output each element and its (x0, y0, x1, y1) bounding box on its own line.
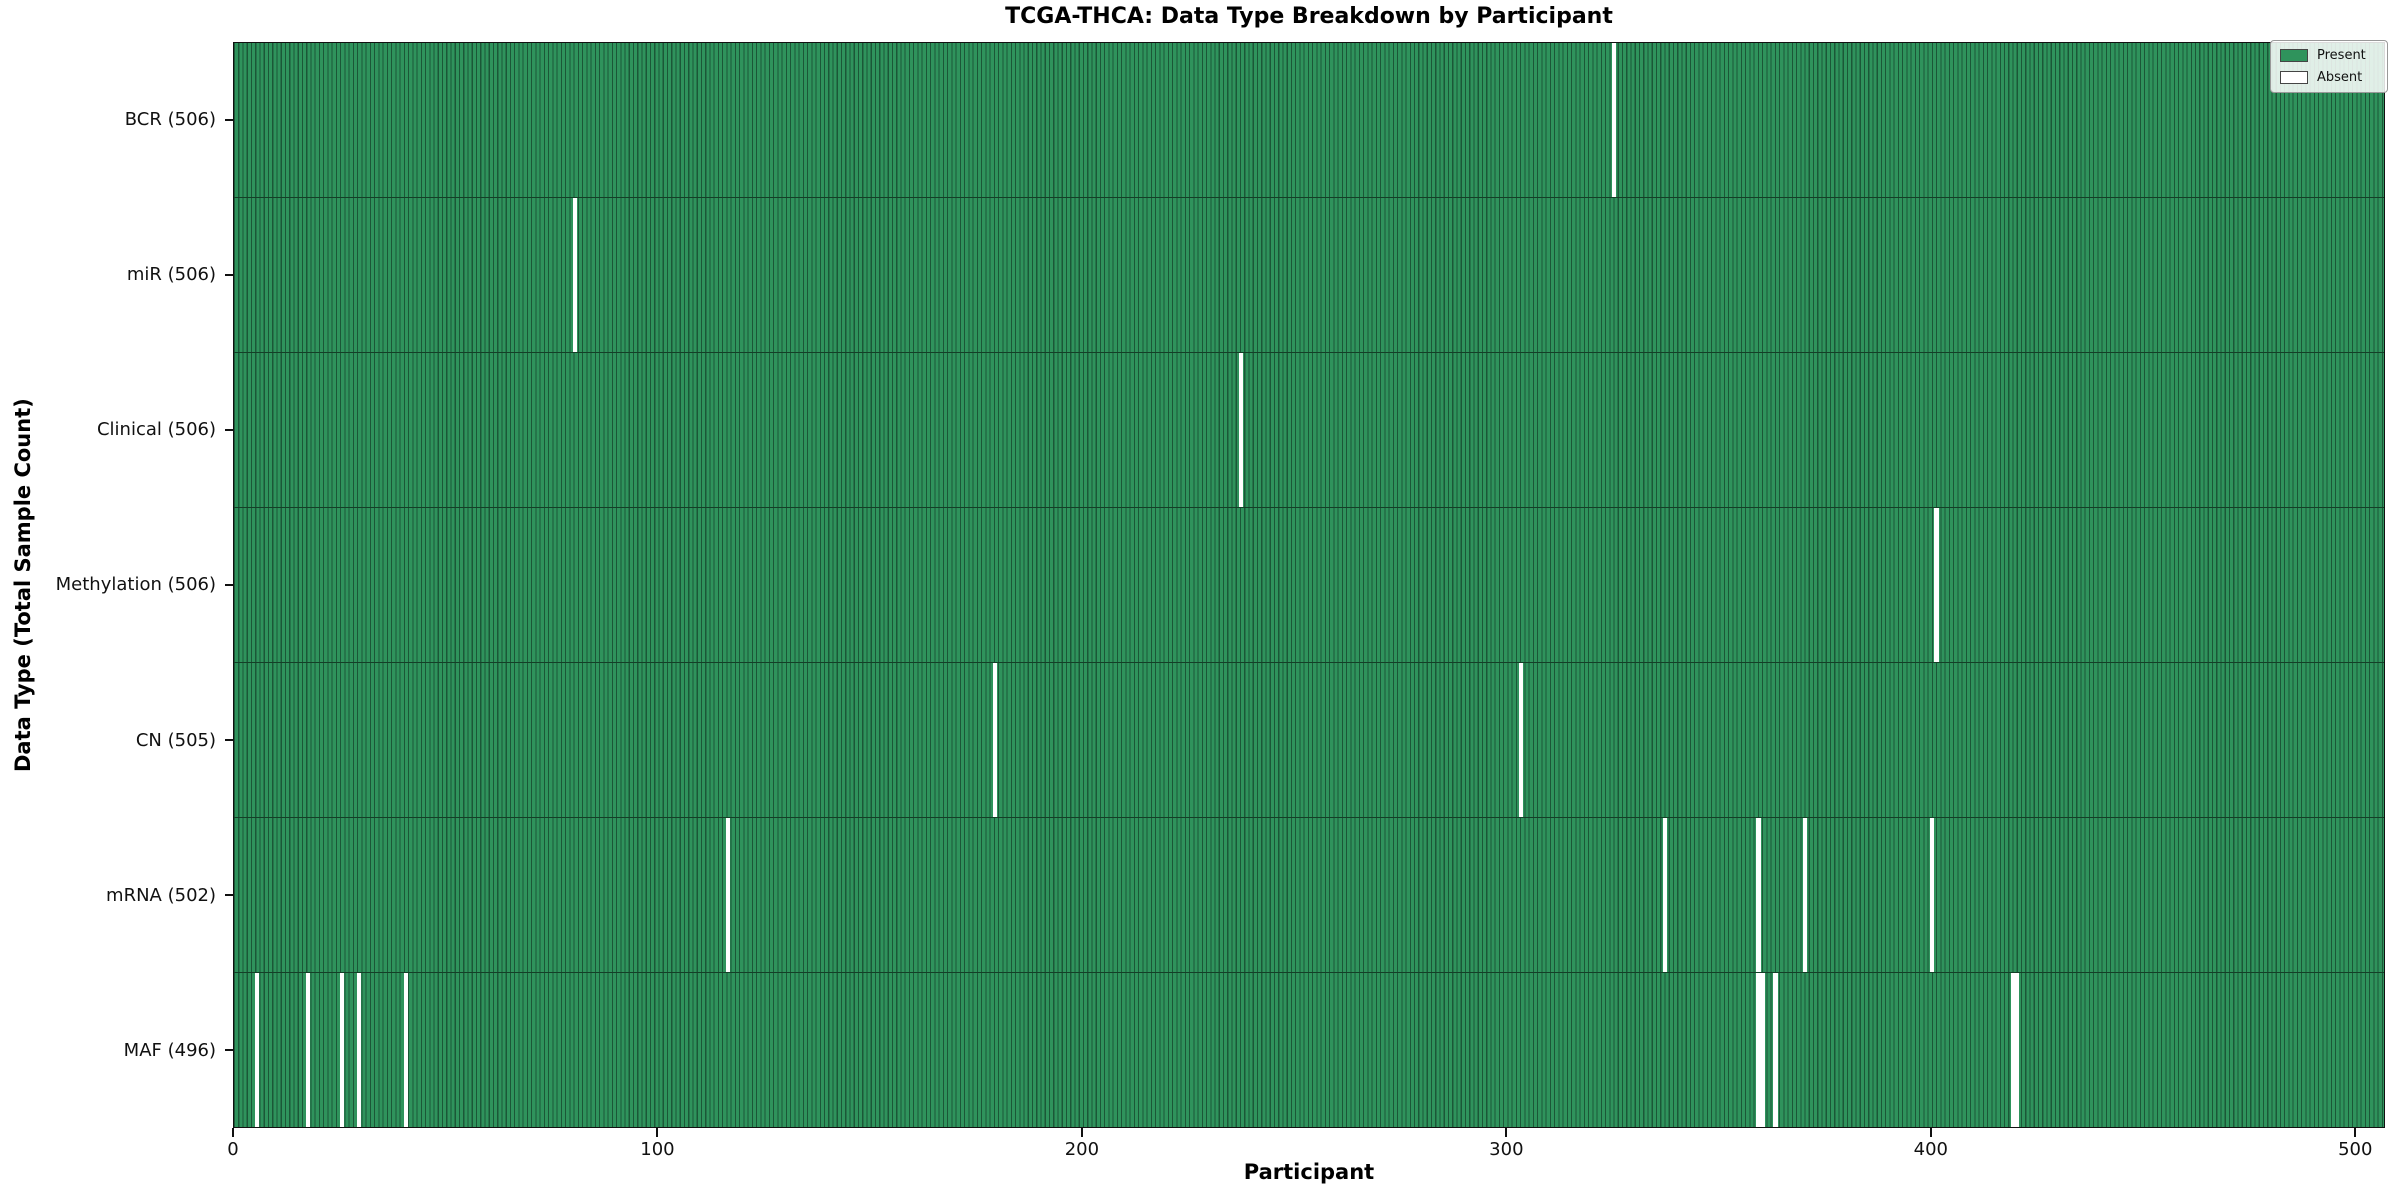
heatmap-row-clinical (234, 353, 2384, 508)
y-tick-label-maf: MAF (496) (123, 1039, 216, 1061)
absent-gap (1663, 818, 1668, 972)
x-tick-mark (1080, 1128, 1083, 1137)
absent-gap (1934, 508, 1939, 662)
x-tick-label-300: 300 (1489, 1139, 1524, 1160)
heatmap-row-bcr (234, 43, 2384, 198)
x-tick-mark (1505, 1128, 1508, 1137)
x-tick-label-0: 0 (227, 1139, 239, 1160)
plot-area (233, 42, 2385, 1128)
absent-gap (1773, 973, 1778, 1127)
y-tick-label-bcr: BCR (506) (124, 109, 216, 131)
x-tick-mark (232, 1128, 234, 1137)
y-tick-mark (225, 118, 233, 121)
absent-gap (1803, 818, 1808, 972)
absent-gap (573, 198, 578, 352)
absent-gap (1518, 663, 1524, 817)
y-tick-marks (225, 42, 233, 1128)
x-tick-label-200: 200 (1064, 1139, 1100, 1160)
absent-gap (356, 973, 362, 1127)
absent-gap (1760, 973, 1765, 1127)
x-axis-label: Participant (1243, 1160, 1375, 1184)
absent-gap (255, 973, 260, 1127)
y-tick-labels: BCR (506) miR (506) Clinical (506) Methylat… (0, 42, 222, 1128)
heatmap-row-mir (234, 198, 2384, 353)
legend-present-label: Present (2317, 48, 2366, 63)
absent-gap (1756, 818, 1761, 972)
absent-gap (403, 973, 408, 1127)
x-axis: 0 100 200 300 400 500 (227, 1128, 2385, 1168)
absent-swatch-icon (2280, 71, 2308, 84)
y-tick-label-cn: CN (505) (135, 729, 216, 751)
x-tick-mark (2354, 1128, 2357, 1137)
x-tick-label-400: 400 (1913, 1139, 1949, 1160)
absent-gap (306, 973, 311, 1127)
y-tick-mark (225, 273, 233, 276)
absent-gap (340, 973, 345, 1127)
legend: Present Absent (2270, 40, 2388, 93)
absent-gap (725, 818, 731, 972)
x-tick-mark (656, 1128, 659, 1137)
legend-absent-label: Absent (2317, 70, 2363, 85)
x-tick-label-500: 500 (2338, 1139, 2373, 1160)
y-tick-label-methylation: Methylation (506) (55, 574, 216, 596)
absent-gap (2015, 973, 2020, 1127)
y-tick-label-mrna: mRNA (502) (106, 884, 216, 906)
absent-gap (1612, 43, 1617, 197)
absent-gap (1239, 353, 1244, 507)
y-tick-mark (225, 739, 233, 742)
legend-entry-present: Present (2280, 48, 2378, 63)
heatmap-row-maf (234, 973, 2384, 1127)
chart-title: TCGA-THCA: Data Type Breakdown by Partic… (1005, 4, 1613, 29)
x-tick-label-100: 100 (640, 1139, 675, 1160)
absent-gap (1756, 973, 1761, 1127)
absent-gap (2010, 973, 2016, 1127)
y-tick-mark (225, 1049, 233, 1052)
heatmap-row-cn (234, 663, 2384, 818)
heatmap-row-mrna (234, 818, 2384, 973)
absent-gap (993, 663, 998, 817)
legend-entry-absent: Absent (2280, 70, 2378, 85)
y-tick-mark (225, 584, 233, 586)
present-swatch-icon (2280, 49, 2308, 62)
absent-gap (1930, 818, 1935, 972)
y-tick-mark (225, 428, 233, 431)
heatmap-row-methylation (234, 508, 2384, 663)
y-tick-label-mir: miR (506) (126, 264, 216, 286)
y-tick-mark (225, 894, 233, 897)
y-tick-label-clinical: Clinical (506) (96, 419, 216, 441)
x-tick-mark (1929, 1128, 1932, 1137)
